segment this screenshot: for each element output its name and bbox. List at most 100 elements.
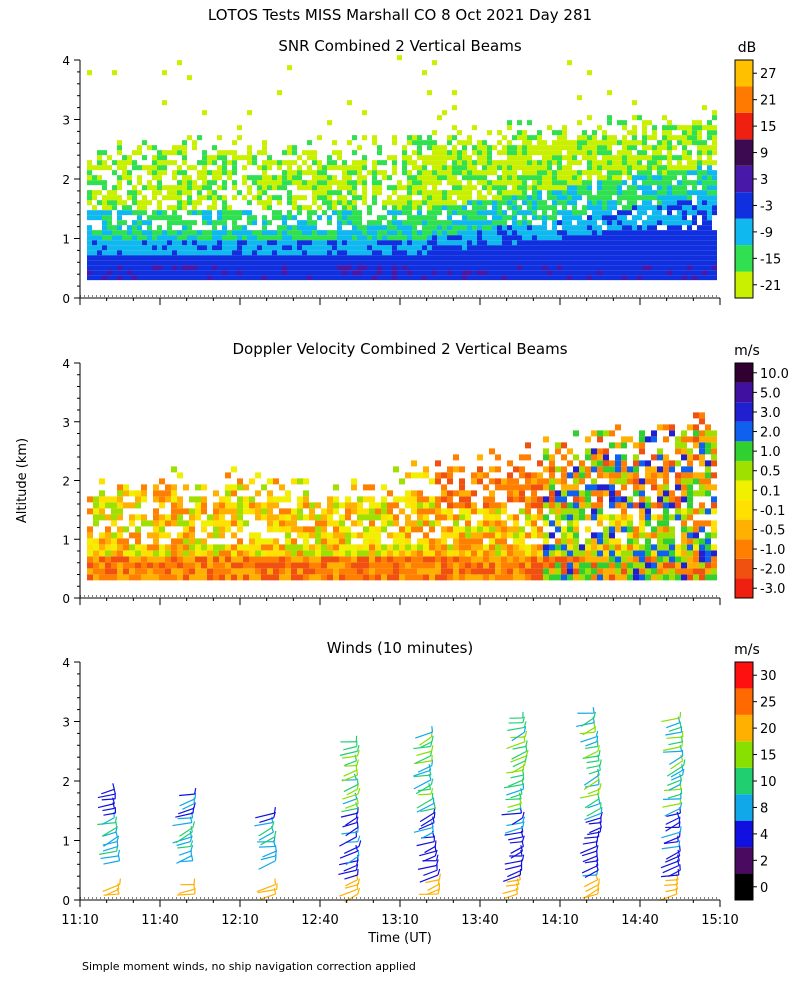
snr-cell xyxy=(417,275,422,280)
snr-cell xyxy=(182,235,187,240)
snr-cell xyxy=(427,240,432,245)
snr-cell xyxy=(597,255,602,260)
doppler-cell xyxy=(513,466,519,472)
doppler-cell xyxy=(369,508,375,514)
doppler-cell xyxy=(699,568,705,574)
snr-cell xyxy=(217,135,222,140)
doppler-cell xyxy=(663,472,669,478)
snr-cell xyxy=(532,175,537,180)
snr-cell xyxy=(527,205,532,210)
snr-cell xyxy=(437,165,442,170)
snr-cell xyxy=(657,155,662,160)
doppler-cell xyxy=(489,532,495,538)
snr-cell xyxy=(627,275,632,280)
snr-cell xyxy=(87,270,92,275)
snr-cell xyxy=(707,250,712,255)
doppler-cell xyxy=(315,556,321,562)
snr-cell xyxy=(262,215,267,220)
snr-cell xyxy=(627,195,632,200)
snr-cell xyxy=(472,250,477,255)
snr-cell xyxy=(227,250,232,255)
snr-cell xyxy=(87,250,92,255)
snr-cell xyxy=(92,235,97,240)
doppler-cell xyxy=(405,568,411,574)
snr-cell xyxy=(542,250,547,255)
doppler-cell xyxy=(339,574,345,580)
snr-cell xyxy=(222,240,227,245)
snr-cell xyxy=(697,160,702,165)
doppler-cell xyxy=(369,526,375,532)
snr-cell xyxy=(227,260,232,265)
doppler-cell xyxy=(351,556,357,562)
doppler-cell xyxy=(183,568,189,574)
snr-cell xyxy=(502,135,507,140)
snr-cell xyxy=(142,200,147,205)
snr-cell xyxy=(472,175,477,180)
snr-cell xyxy=(457,195,462,200)
doppler-cell xyxy=(555,562,561,568)
snr-cell xyxy=(637,250,642,255)
snr-cell xyxy=(452,225,457,230)
doppler-cell xyxy=(627,574,633,580)
doppler-cell xyxy=(483,532,489,538)
doppler-cell xyxy=(549,454,555,460)
snr-cell xyxy=(127,190,132,195)
snr-cell xyxy=(317,165,322,170)
snr-cell xyxy=(207,250,212,255)
snr-cell xyxy=(632,155,637,160)
snr-cell xyxy=(307,220,312,225)
snr-cell xyxy=(437,270,442,275)
doppler-cell xyxy=(579,514,585,520)
doppler-cell xyxy=(609,538,615,544)
snr-cell xyxy=(457,220,462,225)
doppler-cell xyxy=(279,520,285,526)
doppler-cell xyxy=(393,502,399,508)
snr-cell xyxy=(627,210,632,215)
snr-cell xyxy=(382,200,387,205)
snr-cell xyxy=(457,190,462,195)
doppler-cell xyxy=(477,508,483,514)
snr-cell xyxy=(122,210,127,215)
snr-cell xyxy=(547,170,552,175)
doppler-cell xyxy=(603,490,609,496)
doppler-cell xyxy=(459,478,465,484)
snr-cell xyxy=(457,155,462,160)
snr-cell xyxy=(407,180,412,185)
doppler-cell xyxy=(603,532,609,538)
doppler-cell xyxy=(657,520,663,526)
doppler-cell xyxy=(369,520,375,526)
snr-cell xyxy=(177,150,182,155)
snr-cell xyxy=(302,260,307,265)
snr-cell xyxy=(157,185,162,190)
snr-cell xyxy=(247,110,252,115)
snr-cell xyxy=(692,275,697,280)
snr-cell xyxy=(482,225,487,230)
snr-cell xyxy=(107,245,112,250)
snr-cell xyxy=(257,265,262,270)
snr-cell xyxy=(262,160,267,165)
snr-cell xyxy=(567,60,572,65)
snr-cell xyxy=(702,220,707,225)
snr-cell xyxy=(497,165,502,170)
doppler-cell xyxy=(555,514,561,520)
doppler-cell xyxy=(435,544,441,550)
snr-cell xyxy=(462,220,467,225)
snr-cell xyxy=(247,185,252,190)
doppler-cell xyxy=(429,508,435,514)
snr-cell xyxy=(597,260,602,265)
snr-cell xyxy=(567,145,572,150)
doppler-cell xyxy=(327,502,333,508)
doppler-cell xyxy=(159,478,165,484)
doppler-cell xyxy=(87,556,93,562)
doppler-cell xyxy=(585,490,591,496)
snr-cell xyxy=(687,245,692,250)
snr-cell xyxy=(87,255,92,260)
snr-cell xyxy=(472,230,477,235)
snr-cell xyxy=(622,220,627,225)
doppler-cell xyxy=(369,484,375,490)
snr-cell xyxy=(217,165,222,170)
snr-cell xyxy=(657,260,662,265)
snr-cell xyxy=(212,245,217,250)
doppler-cell xyxy=(693,526,699,532)
snr-cell xyxy=(582,245,587,250)
